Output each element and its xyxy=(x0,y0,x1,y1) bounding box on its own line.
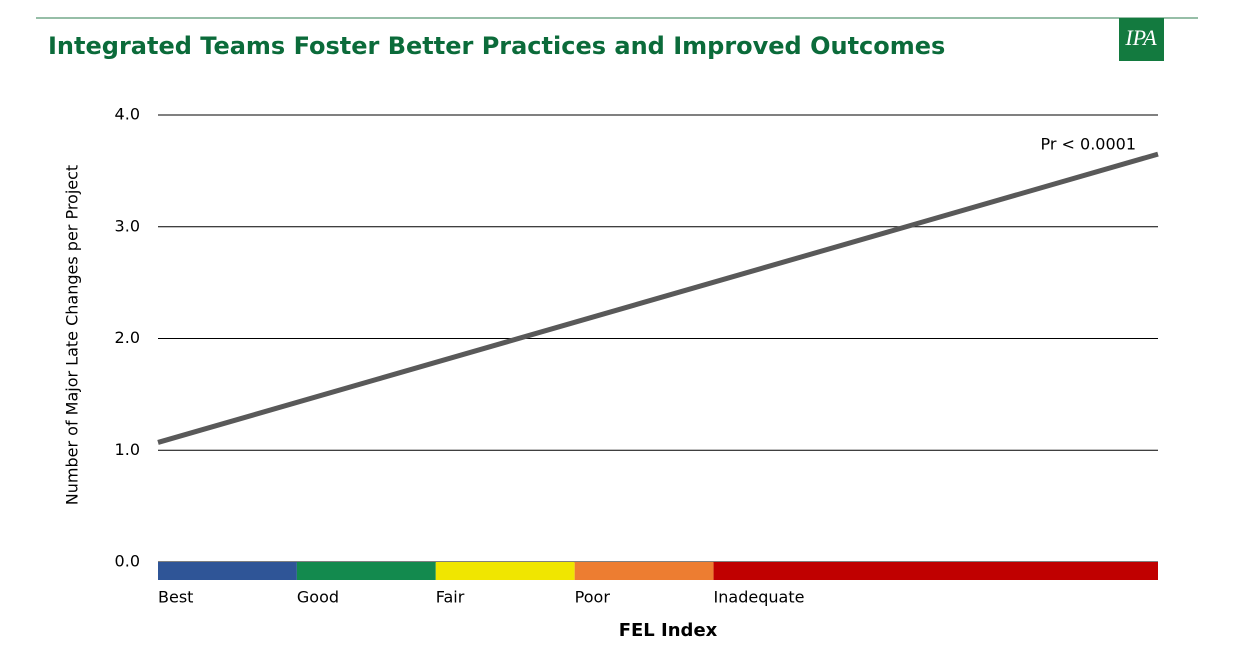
x-axis-label: FEL Index xyxy=(619,620,718,641)
x-band-label: Poor xyxy=(575,588,611,607)
x-band-label: Fair xyxy=(436,588,465,607)
fel-band xyxy=(158,562,297,580)
y-tick-label: 1.0 xyxy=(115,440,140,459)
y-tick-label: 4.0 xyxy=(115,105,140,124)
x-band-label: Best xyxy=(158,588,193,607)
logo: IPA xyxy=(1124,25,1157,50)
y-tick-label: 3.0 xyxy=(115,216,140,235)
x-band-label: Good xyxy=(297,588,339,607)
fel-band xyxy=(435,562,575,580)
chart-title: Integrated Teams Foster Better Practices… xyxy=(48,32,945,60)
y-tick-label: 0.0 xyxy=(115,552,140,571)
annotation: Pr < 0.0001 xyxy=(1040,135,1136,154)
logo-box xyxy=(1119,18,1164,61)
trend-line xyxy=(157,151,1159,445)
fel-band xyxy=(574,562,714,580)
fel-band xyxy=(296,562,436,580)
x-band-label: Inadequate xyxy=(714,588,805,607)
y-axis-label: Number of Major Late Changes per Project xyxy=(63,165,82,505)
fel-band xyxy=(713,562,1158,580)
y-tick-label: 2.0 xyxy=(115,328,140,347)
